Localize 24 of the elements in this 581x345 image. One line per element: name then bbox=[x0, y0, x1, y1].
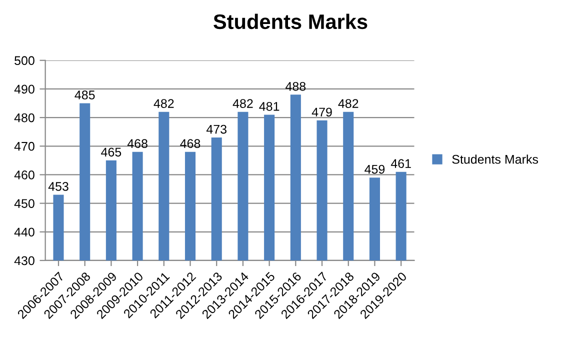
y-tick-label: 480 bbox=[14, 113, 34, 122]
chart-title: Students Marks bbox=[214, 14, 368, 30]
y-tick-label: 440 bbox=[14, 228, 34, 237]
legend-label: Students Marks bbox=[452, 154, 538, 164]
data-label: 482 bbox=[232, 99, 253, 108]
y-tick-label: 490 bbox=[14, 84, 34, 94]
data-label: 468 bbox=[180, 139, 200, 148]
data-label: 485 bbox=[74, 90, 95, 100]
data-label: 453 bbox=[48, 182, 68, 191]
y-tick-label: 460 bbox=[14, 170, 34, 180]
data-label: 479 bbox=[312, 108, 332, 117]
data-label: 468 bbox=[127, 139, 148, 148]
data-label: 481 bbox=[259, 102, 280, 111]
y-tick-label: 430 bbox=[14, 256, 34, 266]
data-label: 473 bbox=[206, 124, 226, 134]
data-label: 465 bbox=[101, 148, 122, 157]
y-tick-label: 470 bbox=[14, 142, 34, 151]
y-tick-label: 500 bbox=[14, 56, 34, 66]
data-label: 482 bbox=[154, 99, 174, 108]
y-tick-label: 450 bbox=[14, 199, 34, 208]
data-label: 488 bbox=[286, 82, 306, 91]
data-label: 482 bbox=[338, 99, 358, 108]
data-label: 461 bbox=[390, 159, 411, 168]
data-label: 459 bbox=[364, 164, 385, 174]
